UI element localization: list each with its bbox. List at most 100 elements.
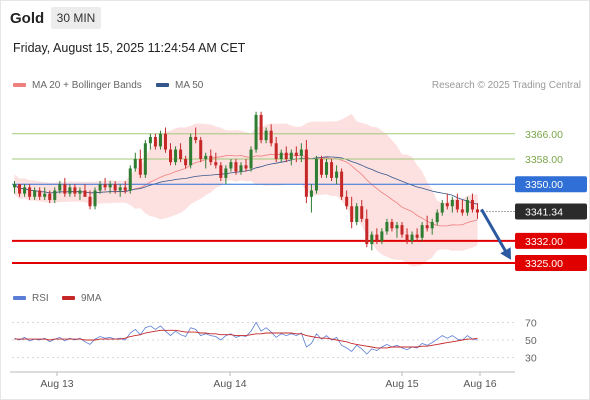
- x-tick-label: Aug 14: [213, 378, 246, 390]
- candle-body: [299, 149, 303, 156]
- candle-body: [63, 184, 67, 194]
- candle-body: [199, 140, 203, 159]
- level-tag-3350.00: [515, 176, 587, 193]
- candle-body: [470, 199, 474, 210]
- candle-body: [380, 231, 384, 241]
- rsi-tick-30: 30: [525, 353, 537, 365]
- ma20-swatch: [13, 83, 26, 88]
- candle-body: [465, 199, 469, 213]
- candle-body: [68, 187, 72, 194]
- legend-rsi-label: RSI: [32, 293, 49, 304]
- candle-body: [33, 190, 37, 197]
- candle-body: [420, 225, 424, 238]
- candle-body: [345, 196, 349, 207]
- candle-body: [269, 130, 273, 144]
- candle-body: [279, 152, 283, 159]
- candle-body: [360, 206, 364, 219]
- level-label-3332.00: 3332.00: [525, 236, 563, 248]
- candle-body: [229, 162, 233, 169]
- level-tag-3332.00: [515, 232, 587, 249]
- candle-body: [445, 203, 449, 207]
- rsi-ma-line: [14, 329, 478, 349]
- candle-body: [365, 218, 369, 245]
- candle-body: [244, 165, 248, 169]
- rsi-swatch: [13, 296, 26, 301]
- candle-body: [138, 159, 142, 175]
- x-tick-label: Aug 13: [40, 378, 73, 390]
- candle-body: [93, 190, 97, 207]
- candle-body: [73, 187, 77, 194]
- candle-body: [239, 165, 243, 172]
- forecast-arrow-shaft: [480, 208, 509, 255]
- timeframe-button[interactable]: 30 MIN: [51, 7, 101, 29]
- timestamp: Friday, August 15, 2025 11:24:54 AM CET: [13, 41, 246, 55]
- candle-body: [254, 114, 258, 150]
- level-label-3366.00: 3366.00: [525, 129, 563, 141]
- ma50-swatch: [156, 83, 169, 88]
- candle-body: [43, 193, 47, 197]
- candle-body: [83, 190, 87, 197]
- rsi-line: [14, 321, 478, 355]
- candle-body: [425, 225, 429, 229]
- candle-body: [340, 171, 344, 197]
- rsi-tick-70: 70: [525, 317, 537, 329]
- candle-body: [98, 184, 102, 191]
- candle-body: [123, 187, 127, 191]
- candle-body: [204, 155, 208, 159]
- x-tick-label: Aug 15: [385, 378, 418, 390]
- candle-body: [103, 184, 107, 188]
- candle-body: [234, 162, 238, 172]
- candle-body: [108, 184, 112, 188]
- candle-body: [274, 143, 278, 159]
- chart-header: Gold 30 MIN: [0, 0, 590, 38]
- candle-body: [219, 165, 223, 178]
- candle-body: [148, 136, 152, 144]
- candle-body: [294, 152, 298, 156]
- rsi-tick-50: 50: [525, 335, 537, 347]
- candle-body: [309, 190, 313, 197]
- candle-body: [38, 190, 42, 197]
- candle-body: [450, 199, 454, 207]
- x-tick-label: Aug 16: [463, 378, 496, 390]
- candle-body: [259, 114, 263, 141]
- candle-body: [13, 184, 17, 188]
- candle-body: [23, 187, 27, 194]
- candle-body: [350, 206, 354, 222]
- candle-body: [128, 168, 132, 191]
- legend-ma20-label: MA 20 + Bollinger Bands: [32, 80, 142, 91]
- candle-body: [133, 159, 137, 169]
- candle-body: [209, 155, 213, 163]
- candle-body: [153, 136, 157, 147]
- candle-body: [284, 152, 288, 159]
- candle-body: [158, 133, 162, 147]
- candle-body: [289, 152, 293, 159]
- candle-body: [48, 193, 52, 200]
- legend-rsi: RSI: [13, 293, 49, 304]
- candle-body: [460, 209, 464, 213]
- bollinger-band: [14, 113, 478, 267]
- forecast-arrow-head: [500, 247, 511, 260]
- candle-body: [53, 190, 57, 200]
- legend-9ma-label: 9MA: [81, 293, 102, 304]
- candle-body: [319, 159, 323, 175]
- candle-body: [78, 190, 82, 194]
- candle-body: [194, 136, 198, 141]
- candle-body: [58, 184, 62, 191]
- candle-body: [430, 222, 434, 229]
- candle-body: [330, 162, 334, 178]
- candle-body: [264, 130, 268, 141]
- candle-body: [370, 234, 374, 245]
- candle-body: [214, 162, 218, 166]
- candle-body: [18, 184, 22, 194]
- candle-body: [314, 159, 318, 191]
- legend-9ma: 9MA: [62, 293, 102, 304]
- candle-body: [179, 149, 183, 159]
- level-label-3325.00: 3325.00: [525, 258, 563, 270]
- legend-ma50: MA 50: [156, 80, 203, 91]
- candle-body: [113, 184, 117, 191]
- candle-body: [224, 168, 228, 178]
- candle-body: [390, 222, 394, 229]
- candle-body: [118, 187, 122, 191]
- candle-body: [325, 162, 329, 175]
